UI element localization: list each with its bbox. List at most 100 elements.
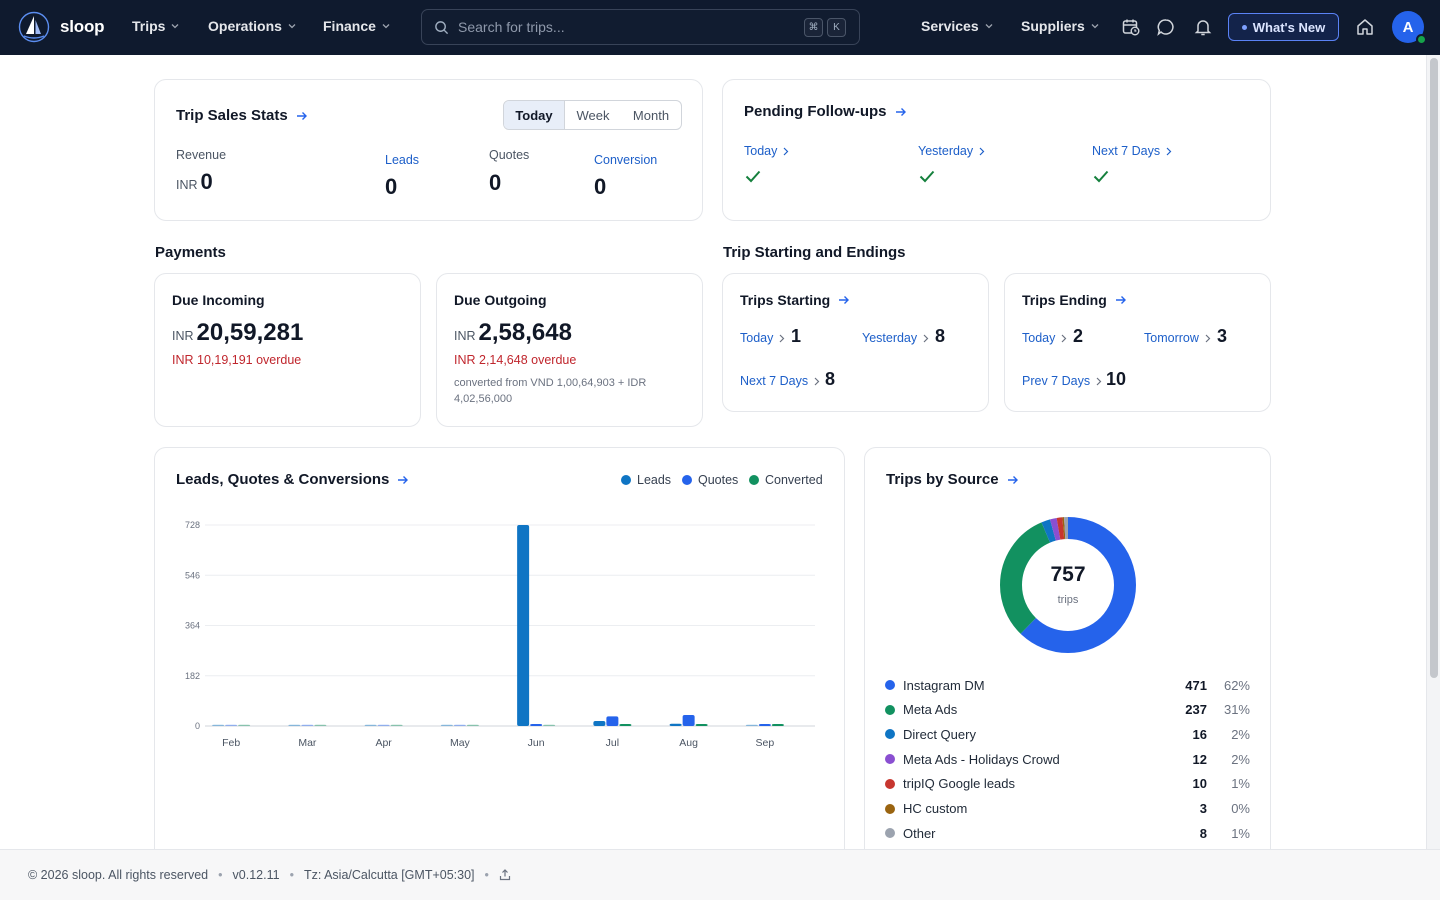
due-outgoing-title: Due Outgoing (454, 292, 547, 308)
bar-leads-jun[interactable] (517, 525, 530, 726)
bar-quotes-mar[interactable] (301, 724, 314, 726)
trip-sales-title[interactable]: Trip Sales Stats (176, 107, 308, 124)
conversion-link[interactable]: Conversion (594, 153, 658, 167)
bar-leads-feb[interactable] (212, 724, 225, 726)
trips-starting-card: Trips Starting Today 1 Yesterday 8 Next … (722, 273, 989, 412)
source-row[interactable]: Other 8 1% (885, 823, 1250, 843)
ending-prev7-label: Prev 7 Days (1022, 374, 1091, 388)
due-incoming-card: Due Incoming INR 20,59,281 INR 10,19,191 … (154, 273, 421, 427)
trips-by-source-title[interactable]: Trips by Source (886, 471, 1019, 488)
source-row[interactable]: HC custom 3 0% (885, 799, 1250, 819)
bar-converted-sep[interactable] (771, 724, 784, 726)
starting-yesterday-value: 8 (935, 326, 946, 346)
source-percent: 1% (1231, 825, 1250, 841)
source-row[interactable]: Meta Ads - Holidays Crowd 12 2% (885, 749, 1250, 769)
source-color-dot (885, 828, 895, 839)
donut-slice[interactable] (1000, 517, 1136, 653)
home-icon[interactable] (1355, 17, 1375, 37)
bar-converted-may[interactable] (466, 724, 479, 726)
nav-operations[interactable]: Operations (208, 18, 296, 34)
period-today-button[interactable]: Today (504, 101, 565, 129)
bar-converted-aug[interactable] (695, 724, 708, 726)
source-row[interactable]: Direct Query 16 2% (885, 724, 1250, 744)
donut-total: 757 (1050, 563, 1086, 586)
chart-legend-leads[interactable]: Leads (621, 473, 671, 487)
bar-quotes-apr[interactable] (377, 724, 390, 726)
starting-today-link[interactable]: Today (740, 331, 785, 345)
search-box[interactable]: ⌘ K (421, 9, 860, 45)
source-percent: 31% (1223, 702, 1250, 718)
trip-sales-card: Trip Sales Stats Today Week Month Revenu… (154, 79, 703, 221)
trips-starting-title[interactable]: Trips Starting (740, 292, 850, 308)
followup-next7-link[interactable]: Next 7 Days (1092, 144, 1172, 158)
bar-converted-jul[interactable] (619, 724, 632, 726)
bar-converted-apr[interactable] (390, 724, 403, 726)
bar-quotes-feb[interactable] (225, 724, 238, 726)
leads-chart-title[interactable]: Leads, Quotes & Conversions (176, 471, 409, 488)
calendar-clock-icon[interactable] (1121, 17, 1141, 37)
ending-today-link[interactable]: Today (1022, 331, 1067, 345)
followups-title[interactable]: Pending Follow-ups (744, 103, 907, 120)
starting-yesterday-link[interactable]: Yesterday (862, 331, 929, 345)
bar-converted-mar[interactable] (314, 724, 327, 726)
nav-trips[interactable]: Trips (132, 18, 179, 34)
x-tick-label: Jun (528, 737, 545, 749)
trips-ending-title[interactable]: Trips Ending (1022, 292, 1127, 308)
bar-leads-apr[interactable] (364, 724, 377, 726)
ending-prev7-link[interactable]: Prev 7 Days (1022, 374, 1102, 388)
nav-suppliers[interactable]: Suppliers (1021, 18, 1099, 34)
period-month-button[interactable]: Month (632, 107, 670, 123)
source-row[interactable]: Instagram DM 471 62% (885, 675, 1250, 695)
legend-swatch (682, 475, 692, 485)
page-scrollbar[interactable] (1426, 55, 1440, 849)
source-row[interactable]: tripIQ Google leads 10 1% (885, 774, 1250, 794)
bar-quotes-jun[interactable] (530, 724, 543, 726)
chart-legend-converted[interactable]: Converted (749, 473, 823, 487)
bar-leads-may[interactable] (440, 724, 453, 726)
chat-bubble-icon[interactable] (1156, 17, 1176, 37)
bar-converted-jun[interactable] (543, 724, 556, 726)
followup-today-label: Today (744, 144, 778, 158)
brand-name: sloop (60, 17, 105, 36)
scrollbar-thumb[interactable] (1430, 58, 1438, 678)
bar-converted-feb[interactable] (238, 724, 251, 726)
bar-quotes-sep[interactable] (758, 724, 771, 726)
ending-prev7-value: 10 (1106, 369, 1127, 389)
followup-yesterday-link[interactable]: Yesterday (918, 144, 985, 158)
search-input[interactable] (458, 17, 788, 37)
user-avatar[interactable]: A (1392, 11, 1427, 45)
y-tick-label: 364 (185, 621, 200, 631)
nav-finance[interactable]: Finance (323, 18, 390, 34)
share-upload-icon[interactable] (499, 869, 511, 881)
followup-today-link[interactable]: Today (744, 144, 789, 158)
ending-today-value: 2 (1073, 326, 1084, 346)
followups-card: Pending Follow-ups Today Yesterday Next … (722, 79, 1271, 221)
ending-tomorrow-link[interactable]: Tomorrow (1144, 331, 1211, 345)
leads-link[interactable]: Leads (385, 153, 420, 167)
whats-new-button[interactable]: What's New (1228, 13, 1339, 41)
source-percent: 2% (1231, 751, 1250, 767)
brand-logo[interactable]: sloop (18, 11, 105, 43)
period-week-button[interactable]: Week (576, 107, 610, 123)
nav-services[interactable]: Services (921, 18, 993, 34)
chevron-down-icon (288, 24, 296, 29)
shortcut-key-k: K (827, 18, 846, 37)
bar-quotes-may[interactable] (453, 724, 466, 726)
bar-leads-aug[interactable] (669, 723, 682, 726)
footer-copyright: © 2026 sloop. All rights reserved (28, 868, 209, 882)
search-icon (435, 21, 449, 35)
bar-leads-jul[interactable] (593, 721, 606, 726)
source-count: 10 (1192, 776, 1207, 792)
bar-leads-mar[interactable] (288, 724, 301, 726)
leads-chart-title-text: Leads, Quotes & Conversions (176, 471, 390, 488)
donut-slice[interactable] (1000, 517, 1136, 653)
starting-next7-link[interactable]: Next 7 Days (740, 374, 820, 388)
bar-quotes-aug[interactable] (682, 714, 695, 726)
bar-leads-sep[interactable] (745, 724, 758, 726)
shortcut-key-cmd: ⌘ (804, 18, 823, 37)
legend-label: Converted (765, 473, 823, 487)
bar-quotes-jul[interactable] (606, 716, 619, 726)
bell-icon[interactable] (1193, 17, 1213, 37)
chart-legend-quotes[interactable]: Quotes (682, 473, 738, 487)
source-row[interactable]: Meta Ads 237 31% (885, 700, 1250, 720)
